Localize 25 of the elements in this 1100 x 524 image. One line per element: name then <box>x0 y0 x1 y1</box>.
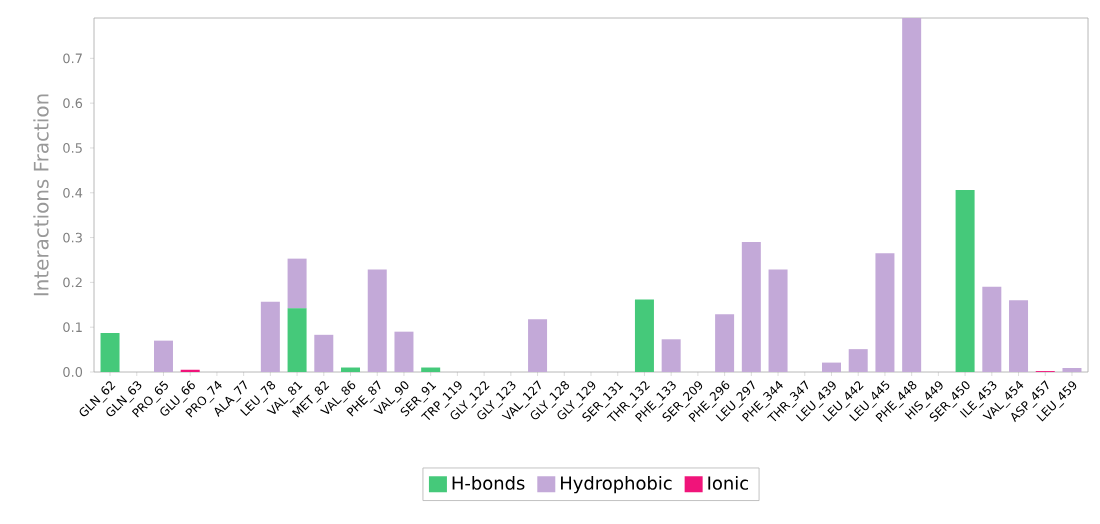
legend-label: Hydrophobic <box>561 475 672 494</box>
bar <box>153 340 173 372</box>
bar <box>661 339 681 372</box>
bar <box>741 242 761 372</box>
bar <box>100 333 120 372</box>
y-axis-title: Interactions Fraction <box>33 94 49 296</box>
bar <box>821 362 841 372</box>
bar <box>260 301 280 372</box>
bar <box>528 319 548 372</box>
bar <box>982 286 1002 372</box>
bar <box>902 18 922 372</box>
bar <box>875 253 895 372</box>
bar <box>1009 300 1029 372</box>
bar <box>848 349 868 372</box>
bar <box>394 331 414 372</box>
bar <box>768 269 788 372</box>
bar <box>287 308 307 372</box>
bar <box>367 269 387 372</box>
bar <box>287 258 307 309</box>
legend-label: Ionic <box>708 475 748 490</box>
bar <box>955 190 975 372</box>
bar <box>715 314 735 372</box>
bar <box>634 299 654 372</box>
bar <box>314 334 334 372</box>
legend-label: H-bonds <box>452 475 525 490</box>
